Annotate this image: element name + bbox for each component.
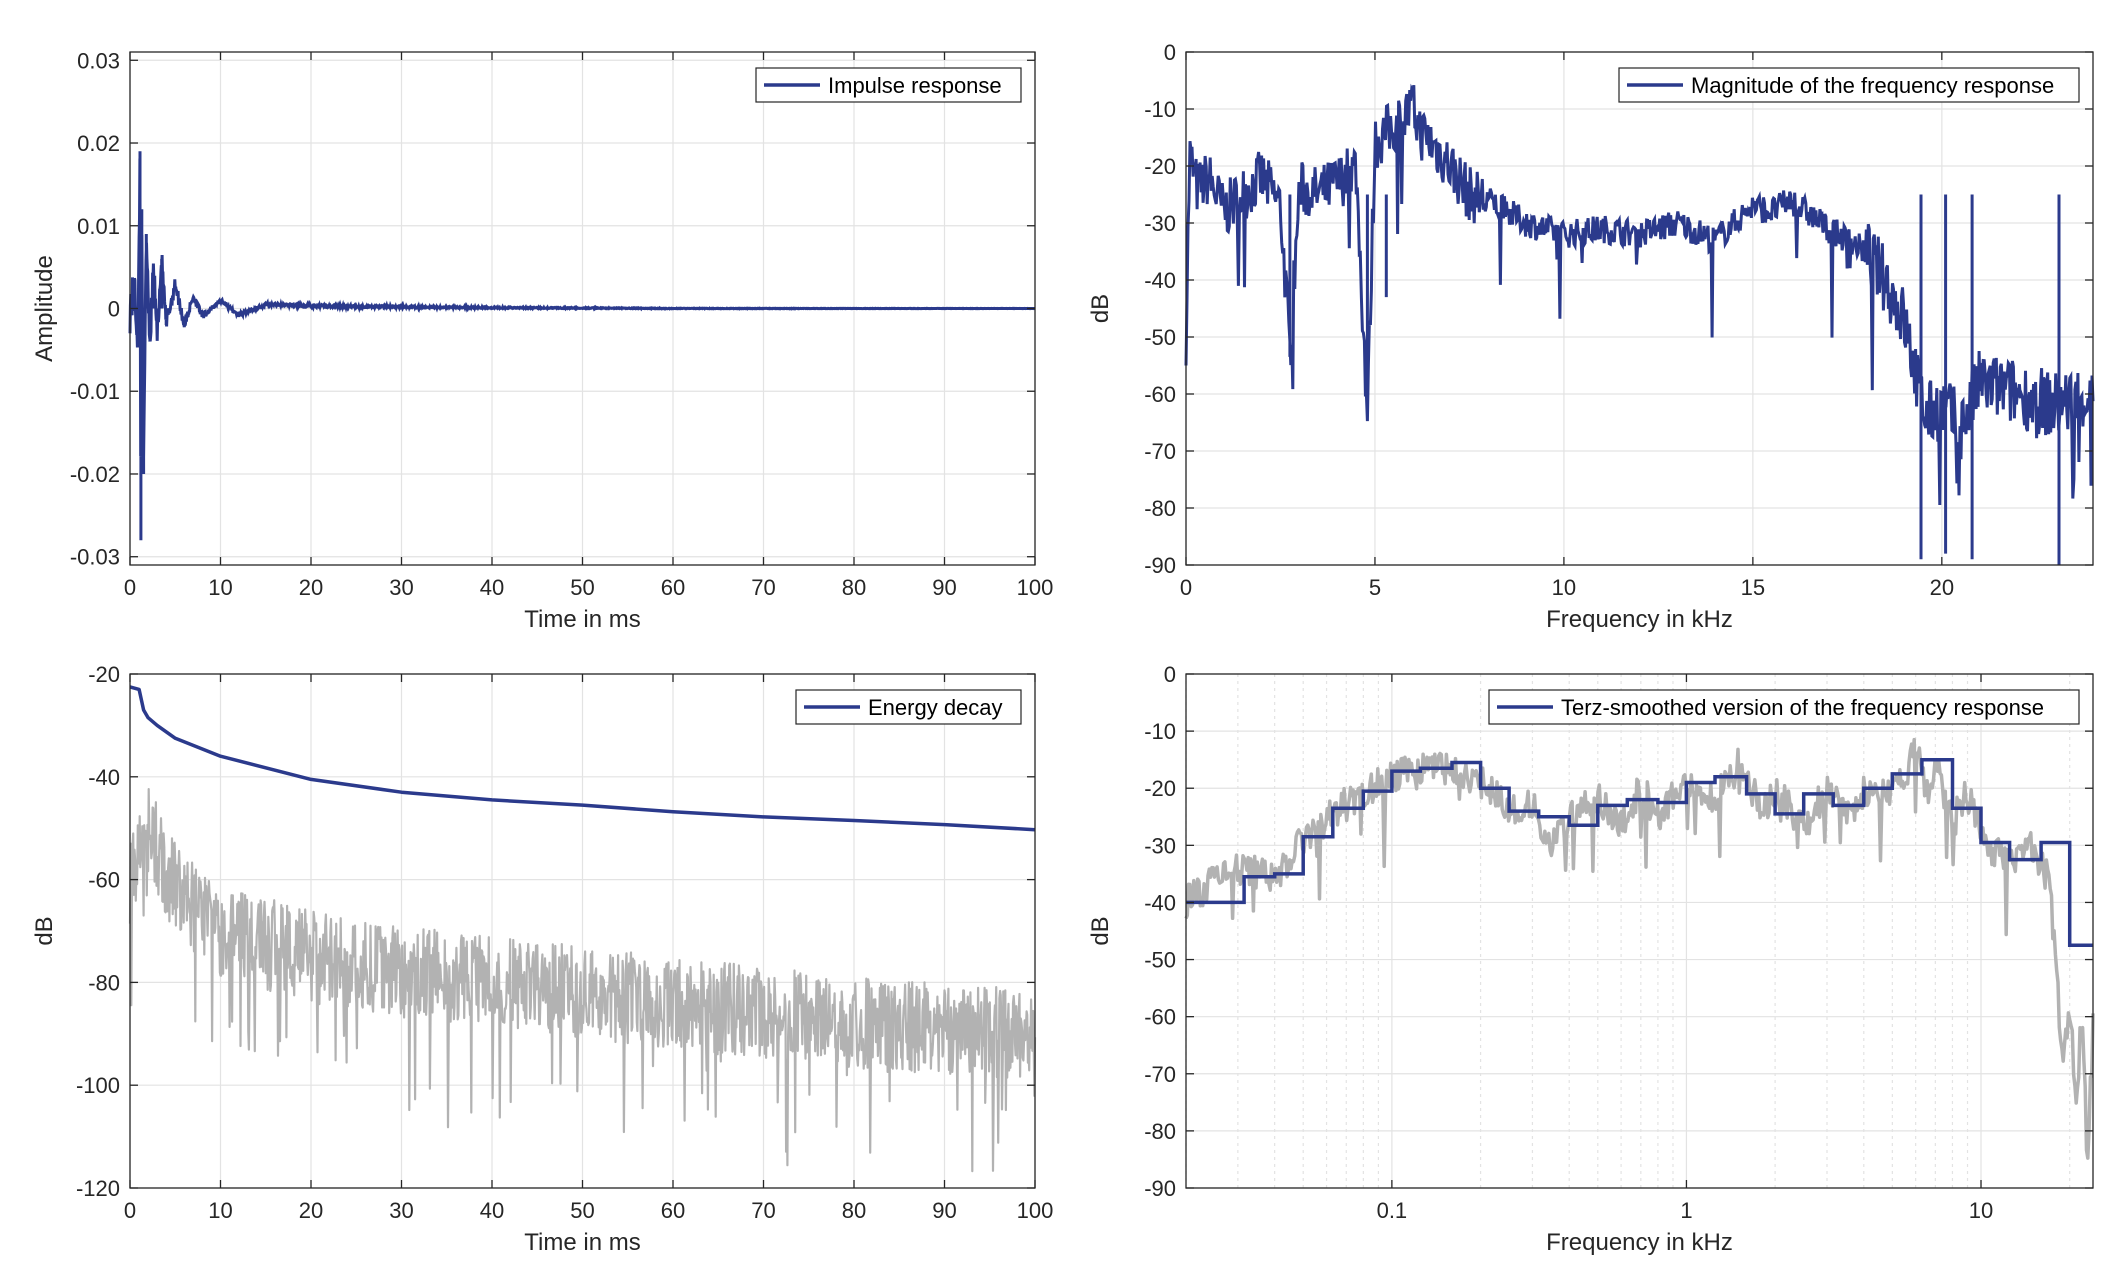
y-tick-label: -70 [1144, 1062, 1176, 1087]
x-tick-label: 0.1 [1377, 1198, 1408, 1223]
x-tick-label: 50 [570, 575, 594, 600]
terz-smoothed-series [1186, 757, 2093, 948]
axes-box [1185, 51, 2094, 566]
legend-box [1618, 67, 2080, 103]
y-tick-label: -40 [88, 765, 120, 790]
y-tick-label: -100 [76, 1073, 120, 1098]
y-tick-label: -30 [1144, 833, 1176, 858]
y-tick-label: -40 [1144, 268, 1176, 293]
x-tick-label: 20 [299, 575, 323, 600]
x-tick-label: 70 [751, 575, 775, 600]
x-tick-label: 100 [1017, 575, 1054, 600]
y-tick-label: -20 [1144, 154, 1176, 179]
energy-decay-series [129, 685, 1036, 832]
y-axis-label: Amplitude [31, 255, 58, 362]
x-axis-label: Frequency in kHz [1546, 1229, 1733, 1256]
y-tick-label: 0.01 [77, 214, 120, 239]
legend-label: Terz-smoothed version of the frequency r… [1561, 695, 2044, 720]
y-tick-label: -60 [1144, 1005, 1176, 1030]
legend: Energy decay [795, 689, 1022, 725]
x-tick-label: 50 [570, 1198, 594, 1223]
y-tick-label: -120 [76, 1176, 120, 1201]
x-tick-label: 5 [1369, 575, 1381, 600]
y-tick-label: -80 [1144, 496, 1176, 521]
x-tick-label: 80 [842, 1198, 866, 1223]
x-tick-label: 100 [1017, 1198, 1054, 1223]
y-tick-label: -0.02 [70, 462, 120, 487]
x-tick-label: 1 [1680, 1198, 1692, 1223]
impulse-response-panel: 0 10 20 30 40 50 60 70 80 90 100 0.03 0.02 0.01 0 -0.01… [31, 48, 1053, 633]
x-tick-label: 0 [124, 575, 136, 600]
x-tick-label: 15 [1741, 575, 1765, 600]
y-tick-label: 0 [108, 297, 120, 322]
x-tick-label: 10 [1969, 1198, 1993, 1223]
series-group [128, 685, 1037, 1173]
series-group [1184, 737, 2095, 1160]
y-axis-label: dB [31, 916, 58, 945]
y-tick-label: -30 [1144, 211, 1176, 236]
y-tick-label: -50 [1144, 948, 1176, 973]
y-tick-label: -40 [1144, 890, 1176, 915]
x-tick-label: 10 [208, 575, 232, 600]
y-tick-label: -20 [1144, 776, 1176, 801]
x-tick-label: 20 [299, 1198, 323, 1223]
x-tick-label: 30 [389, 1198, 413, 1223]
energy-raw-series [128, 788, 1037, 1173]
y-tick-label: -0.01 [70, 379, 120, 404]
x-tick-label: 20 [1930, 575, 1954, 600]
x-tick-label: 40 [480, 575, 504, 600]
y-tick-label: 0.03 [77, 48, 120, 73]
x-tick-label: 40 [480, 1198, 504, 1223]
x-axis-label: Time in ms [524, 606, 640, 633]
x-axis-label: Frequency in kHz [1546, 606, 1733, 633]
x-tick-label: 10 [1552, 575, 1576, 600]
x-tick-label: 0 [1180, 575, 1192, 600]
energy-decay-panel: 0 10 20 30 40 50 60 70 80 90 100 -20 -40 -60 -80 -100 -1… [31, 662, 1053, 1256]
y-tick-label: -80 [88, 970, 120, 995]
legend: Terz-smoothed version of the frequency r… [1488, 689, 2080, 725]
terz-smoothed-panel: 0.1 1 10 0 -10 -20 -30 -40 -50 -60 -70 -80 -90 Freque… [1087, 662, 2095, 1256]
magnitude-response-panel: 0 5 10 15 20 0 -10 -20 -30 -40 -50 -60 -70 -80 -90 Freq… [1087, 40, 2095, 633]
y-tick-label: -80 [1144, 1119, 1176, 1144]
y-tick-label: 0 [1164, 662, 1176, 687]
y-tick-label: -10 [1144, 719, 1176, 744]
legend: Impulse response [755, 67, 1022, 103]
y-tick-label: -0.03 [70, 545, 120, 570]
plot-area [1186, 52, 2093, 565]
x-axis-label: Time in ms [524, 1229, 640, 1256]
y-tick-label: -90 [1144, 1176, 1176, 1201]
y-tick-label: -50 [1144, 325, 1176, 350]
x-tick-label: 60 [661, 575, 685, 600]
legend: Magnitude of the frequency response [1618, 67, 2080, 103]
x-tick-label: 80 [842, 575, 866, 600]
y-axis-label: dB [1087, 916, 1114, 945]
legend-label: Magnitude of the frequency response [1691, 73, 2054, 98]
x-tick-label: 0 [124, 1198, 136, 1223]
y-tick-label: -90 [1144, 553, 1176, 578]
axes-box [1185, 673, 2094, 1189]
x-tick-label: 90 [932, 575, 956, 600]
legend-label: Impulse response [828, 73, 1002, 98]
y-tick-label: -20 [88, 662, 120, 687]
x-tick-label: 70 [751, 1198, 775, 1223]
y-tick-label: -10 [1144, 97, 1176, 122]
x-tick-label: 10 [208, 1198, 232, 1223]
y-tick-label: 0 [1164, 40, 1176, 65]
legend-box [1488, 689, 2080, 725]
series-group [1184, 83, 2095, 565]
frequency-response-raw-series [1184, 737, 2095, 1160]
legend-label: Energy decay [868, 695, 1003, 720]
y-tick-label: -60 [88, 868, 120, 893]
x-tick-label: 30 [389, 575, 413, 600]
y-tick-label: -70 [1144, 439, 1176, 464]
magnitude-series [1184, 83, 2095, 565]
plot-area [1186, 674, 2093, 1188]
y-tick-label: 0.02 [77, 131, 120, 156]
x-tick-label: 90 [932, 1198, 956, 1223]
x-tick-label: 60 [661, 1198, 685, 1223]
y-tick-label: -60 [1144, 382, 1176, 407]
y-axis-label: dB [1087, 294, 1114, 323]
